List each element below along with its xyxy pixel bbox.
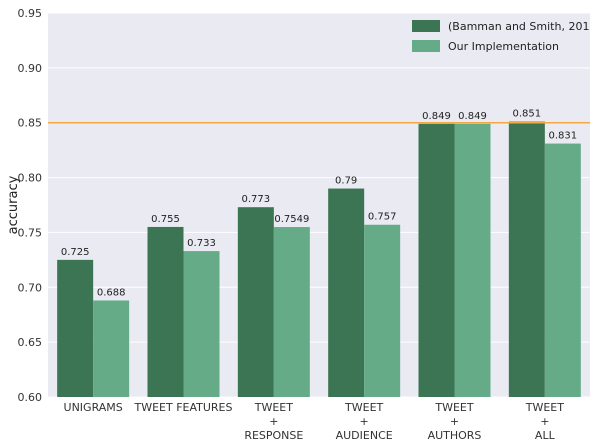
- data-label: 0.849: [458, 111, 487, 122]
- y-tick-label: 0.75: [18, 226, 43, 239]
- x-tick-label: TWEET: [434, 401, 473, 414]
- x-tick-label: TWEET FEATURES: [133, 401, 232, 414]
- x-tick-label: +: [450, 415, 459, 428]
- bar: [273, 227, 310, 397]
- data-label: 0.7549: [274, 214, 309, 225]
- data-label: 0.849: [422, 111, 451, 122]
- y-tick-label: 0.80: [18, 172, 43, 185]
- legend-swatch: [412, 40, 440, 52]
- bars: [57, 121, 581, 398]
- legend: (Bamman and Smith, 2015) Our Implementati…: [412, 20, 590, 53]
- bar: [57, 259, 94, 397]
- bar: [364, 224, 401, 397]
- y-tick-label: 0.90: [18, 62, 43, 75]
- legend-swatch: [412, 20, 440, 32]
- x-tick-label: AUTHORS: [428, 429, 482, 439]
- bar: [183, 251, 220, 397]
- data-label: 0.725: [61, 247, 90, 258]
- y-tick-label: 0.60: [18, 391, 43, 404]
- x-tick-label: +: [360, 415, 369, 428]
- bar: [508, 121, 545, 398]
- bar: [544, 143, 581, 397]
- x-axis-ticks: UNIGRAMS TWEET FEATURES TWEET+RESPONSETWEE…: [64, 401, 565, 439]
- data-label: 0.733: [187, 238, 216, 249]
- y-tick-label: 0.95: [18, 7, 43, 20]
- x-tick-label: +: [269, 415, 278, 428]
- data-label: 0.688: [97, 287, 126, 298]
- bar: [454, 123, 491, 397]
- x-tick-label: ALL: [535, 429, 556, 439]
- data-label: 0.79: [335, 176, 357, 187]
- bar: [418, 123, 455, 397]
- y-axis-ticks: 0.60 0.65 0.70 0.75 0.80 0.85 0.90 0.95: [18, 7, 43, 404]
- data-label: 0.755: [151, 214, 180, 225]
- bar: [93, 300, 130, 397]
- legend-label: (Bamman and Smith, 2015): [448, 20, 590, 33]
- bar: [328, 188, 365, 397]
- x-tick-label: TWEET: [525, 401, 564, 414]
- x-tick-label: RESPONSE: [244, 429, 303, 439]
- y-axis-title: accuracy: [6, 175, 21, 234]
- y-tick-label: 0.65: [18, 336, 43, 349]
- bar: [147, 226, 184, 397]
- bar: [237, 207, 274, 397]
- y-tick-label: 0.70: [18, 281, 43, 294]
- legend-label: Our Implementation: [448, 40, 559, 53]
- data-label: 0.757: [368, 212, 397, 223]
- x-tick-label: +: [540, 415, 549, 428]
- data-label: 0.773: [242, 194, 271, 205]
- data-label: 0.851: [513, 109, 542, 120]
- y-tick-label: 0.85: [18, 117, 43, 130]
- x-tick-label: UNIGRAMS: [64, 401, 123, 414]
- plot-background: [48, 13, 590, 397]
- x-tick-label: TWEET: [344, 401, 383, 414]
- x-tick-label: TWEET: [254, 401, 293, 414]
- data-label: 0.831: [549, 131, 578, 142]
- x-tick-label: AUDIENCE: [336, 429, 393, 439]
